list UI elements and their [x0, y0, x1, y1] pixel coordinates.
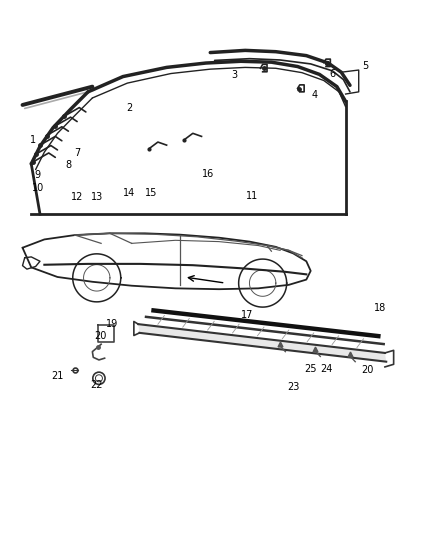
Text: 3: 3 [231, 70, 237, 80]
Text: 7: 7 [74, 148, 80, 158]
Text: 19: 19 [106, 319, 118, 329]
Text: 2: 2 [127, 103, 133, 114]
Text: 20: 20 [94, 332, 106, 341]
Text: 5: 5 [362, 61, 368, 71]
Text: 17: 17 [241, 310, 254, 319]
Text: 9: 9 [35, 170, 41, 180]
Text: 4: 4 [312, 91, 318, 100]
Polygon shape [138, 324, 386, 362]
Text: 20: 20 [361, 366, 374, 375]
Text: 8: 8 [65, 160, 71, 170]
Text: 11: 11 [246, 191, 258, 201]
Text: 24: 24 [320, 364, 332, 374]
Text: 18: 18 [374, 303, 387, 313]
Text: 10: 10 [32, 183, 44, 193]
Text: 25: 25 [304, 364, 317, 374]
Text: 16: 16 [202, 169, 214, 179]
Text: 12: 12 [71, 192, 83, 201]
Text: 22: 22 [91, 380, 103, 390]
Text: 6: 6 [329, 69, 336, 78]
Text: 14: 14 [124, 188, 136, 198]
Text: 21: 21 [51, 370, 64, 381]
Text: 13: 13 [91, 192, 103, 201]
Text: 23: 23 [287, 382, 300, 392]
Text: 1: 1 [30, 135, 36, 145]
Text: 15: 15 [145, 188, 158, 198]
